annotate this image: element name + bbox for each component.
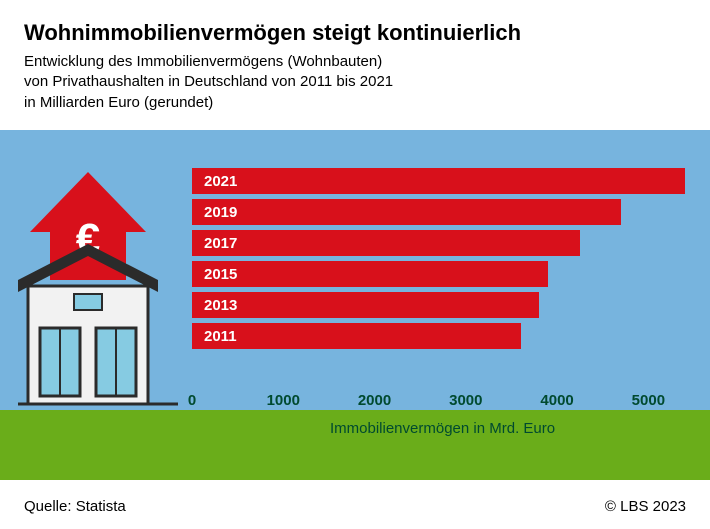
bar-2013: 2013 — [192, 292, 539, 318]
bar-2019: 2019 — [192, 199, 621, 225]
x-tick: 3000 — [449, 392, 482, 409]
x-tick: 5000 — [632, 392, 665, 409]
copyright-text: © LBS 2023 — [605, 498, 686, 515]
bar-label: 2011 — [192, 328, 237, 345]
source-text: Quelle: Statista — [24, 498, 126, 515]
bar-label: 2017 — [192, 235, 237, 252]
window-left-icon — [40, 328, 80, 396]
bar-2017: 2017 — [192, 230, 580, 256]
bar-2011: 2011 — [192, 323, 521, 349]
bar-label: 2015 — [192, 266, 237, 283]
x-tick: 2000 — [358, 392, 391, 409]
window-right-icon — [96, 328, 136, 396]
chart-title: Wohnimmobilienvermögen steigt kontinuier… — [24, 20, 521, 46]
x-axis-label: Immobilienvermögen in Mrd. Euro — [330, 420, 555, 437]
infographic-canvas: Wohnimmobilienvermögen steigt kontinuier… — [0, 0, 710, 529]
bar-2021: 2021 — [192, 168, 685, 194]
arrow-up-icon: € — [30, 172, 146, 280]
house-illustration: € — [18, 172, 178, 416]
bar-label: 2019 — [192, 204, 237, 221]
x-tick: 0 — [188, 392, 196, 409]
bar-label: 2021 — [192, 173, 237, 190]
x-tick: 1000 — [267, 392, 300, 409]
bar-label: 2013 — [192, 297, 237, 314]
bar-2015: 2015 — [192, 261, 548, 287]
chart-subtitle: Entwicklung des Immobilienvermögens (Woh… — [24, 52, 393, 113]
x-tick: 4000 — [540, 392, 573, 409]
attic-window-icon — [74, 294, 102, 310]
